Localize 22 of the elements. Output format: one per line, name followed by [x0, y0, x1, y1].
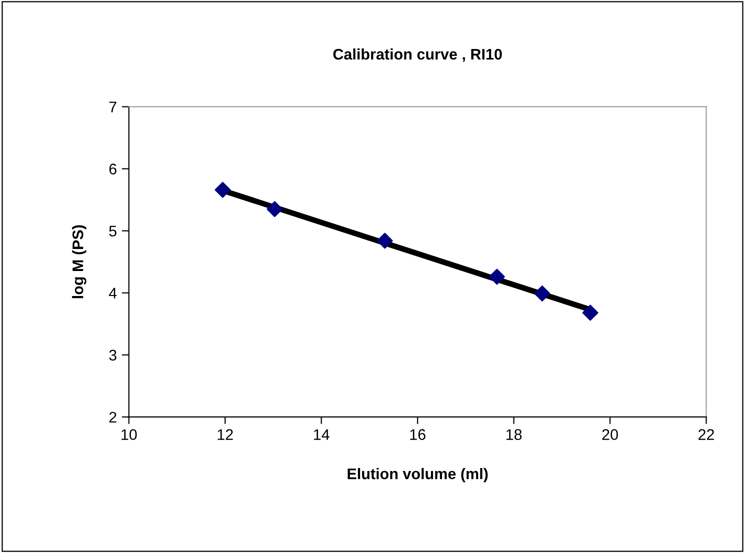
point — [582, 304, 598, 321]
x-tick-label: 18 — [506, 429, 522, 440]
chart-title: Calibration curve , RI10 — [333, 48, 502, 62]
y-tick-label: 2 — [109, 412, 116, 422]
y-tick-label: 3 — [109, 350, 116, 361]
point — [488, 268, 505, 285]
y-tick-label: 7 — [109, 102, 116, 112]
x-tick-label: 16 — [410, 429, 426, 440]
x-tick-label: 22 — [698, 429, 714, 440]
x-tick-label: 10 — [122, 429, 137, 440]
x-tick-label: 20 — [602, 429, 618, 440]
point — [266, 201, 283, 218]
y-tick-label: 6 — [109, 164, 116, 174]
point — [376, 232, 393, 249]
y-tick-label: 5 — [109, 226, 116, 237]
y-axis-title: log M (PS) — [72, 225, 86, 298]
point — [214, 182, 231, 198]
point — [534, 286, 550, 302]
x-axis-title: Elution volume (ml) — [348, 468, 488, 482]
x-tick-label: 12 — [218, 429, 233, 440]
y-tick-label: 4 — [108, 288, 117, 298]
x-tick-label: 14 — [314, 429, 330, 440]
